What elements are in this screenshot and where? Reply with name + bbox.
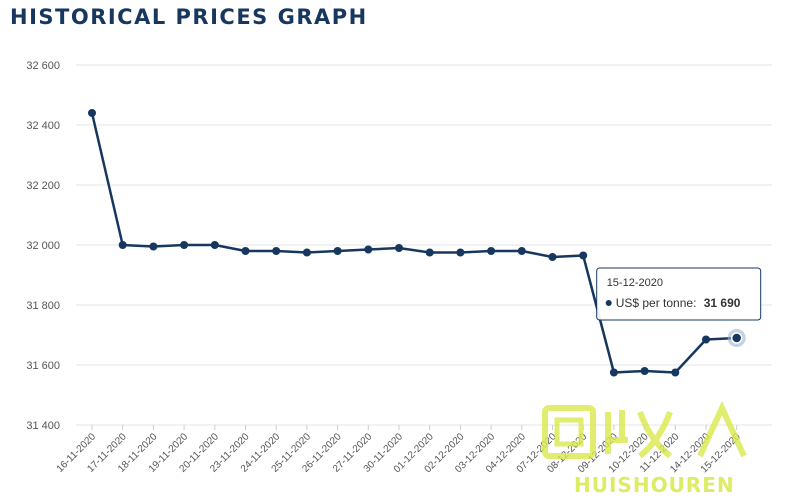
data-point[interactable] (149, 242, 158, 251)
data-point[interactable] (487, 247, 496, 255)
data-point[interactable] (180, 241, 189, 249)
data-point[interactable] (118, 241, 127, 249)
data-point[interactable] (364, 245, 373, 254)
points-layer[interactable] (88, 109, 746, 377)
watermark-logo (542, 400, 747, 459)
series-line (90, 112, 737, 374)
data-point[interactable] (88, 109, 96, 117)
tooltip-value: 31 690 (704, 296, 741, 310)
tooltip-date: 15-12-2020 (607, 277, 663, 289)
y-tick-label: 32 400 (26, 120, 60, 132)
data-point[interactable] (395, 244, 403, 252)
y-tick-label: 31 600 (26, 360, 60, 372)
data-point[interactable] (548, 253, 557, 261)
tooltip-series-marker (605, 300, 612, 306)
data-point[interactable] (609, 368, 618, 377)
data-point[interactable] (241, 247, 250, 255)
data-point[interactable] (425, 248, 434, 257)
x-axis-ticks: 16-11-202017-11-202018-11-202019-11-2020… (55, 425, 743, 475)
data-point[interactable] (671, 368, 680, 377)
y-axis-ticks: 32 600 32 400 32 200 32 000 31 800 31 600 31 4… (26, 60, 60, 432)
y-tick-label: 32 600 (26, 60, 60, 72)
y-tick-label: 31 800 (26, 300, 60, 312)
data-point[interactable] (302, 248, 311, 257)
data-point[interactable] (579, 251, 588, 260)
data-point[interactable] (333, 247, 342, 255)
watermark-text: HUISHOUREN (574, 473, 735, 497)
data-point[interactable] (456, 248, 465, 257)
data-point[interactable] (702, 335, 710, 344)
data-point[interactable] (640, 367, 649, 375)
page-title: HISTORICAL PRICES GRAPH (10, 5, 368, 29)
tooltip-series-label: US$ per tonne: (616, 296, 697, 310)
watermark: HUISHOUREN (542, 400, 747, 497)
data-point[interactable] (517, 247, 526, 255)
y-tick-label: 32 200 (26, 180, 60, 192)
tooltip-box (596, 267, 762, 321)
data-point[interactable] (730, 332, 743, 344)
series-layer (90, 112, 737, 374)
y-tick-label: 32 000 (26, 240, 60, 252)
y-tick-label: 31 400 (26, 420, 60, 432)
price-tooltip: 15-12-2020 US$ per tonne: 31 690 (596, 267, 762, 321)
data-point[interactable] (272, 247, 281, 255)
data-point[interactable] (210, 241, 219, 249)
tooltip-line: US$ per tonne: 31 690 (616, 296, 741, 310)
